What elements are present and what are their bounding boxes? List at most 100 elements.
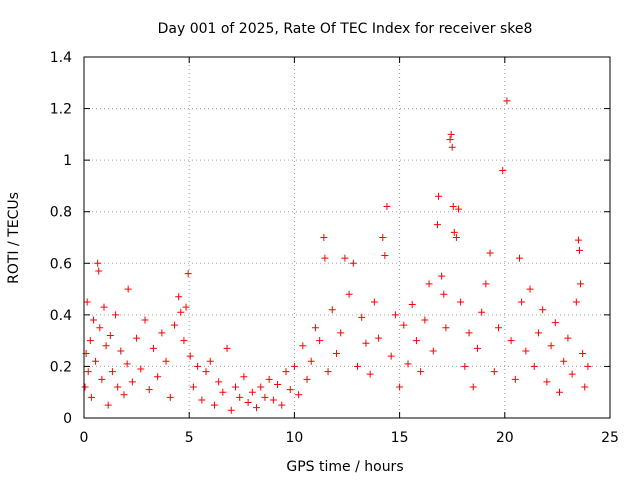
data-point: [370, 298, 378, 306]
data-point: [551, 319, 559, 327]
data-point: [124, 285, 132, 293]
data-point: [92, 357, 100, 365]
data-point: [400, 321, 408, 329]
data-point: [511, 375, 519, 383]
data-point: [534, 329, 542, 337]
data-point: [375, 334, 383, 342]
data-point: [568, 370, 576, 378]
data-point: [189, 383, 197, 391]
data-point: [96, 324, 104, 332]
data-point: [457, 298, 465, 306]
data-point: [184, 270, 192, 278]
data-point: [486, 249, 494, 257]
data-point: [87, 393, 95, 401]
data-point: [244, 399, 252, 407]
data-point: [575, 246, 583, 254]
data-point: [83, 298, 91, 306]
data-point: [539, 306, 547, 314]
data-point: [98, 375, 106, 383]
data-point: [219, 388, 227, 396]
x-tick-label: 25: [601, 430, 619, 446]
data-point: [278, 401, 286, 409]
chart-title: Day 001 of 2025, Rate Of TEC Index for r…: [158, 21, 533, 37]
data-point: [123, 360, 131, 368]
data-point: [556, 388, 564, 396]
data-point: [465, 329, 473, 337]
data-point: [581, 383, 589, 391]
data-point: [547, 342, 555, 350]
data-point: [112, 311, 120, 319]
data-point: [494, 324, 502, 332]
y-tick-label: 0: [63, 411, 72, 427]
data-point: [450, 228, 458, 236]
data-point: [412, 337, 420, 345]
data-point: [170, 321, 178, 329]
x-tick-label: 15: [391, 430, 409, 446]
data-point: [194, 362, 202, 370]
y-tick-label: 1.4: [50, 50, 72, 66]
data-point: [320, 234, 328, 241]
data-point: [248, 388, 256, 396]
data-point: [177, 308, 185, 316]
x-axis-label: GPS time / hours: [286, 459, 403, 475]
data-point: [564, 334, 572, 342]
data-point: [337, 329, 345, 337]
data-point: [162, 357, 170, 365]
data-point: [446, 136, 454, 144]
data-point: [265, 375, 273, 383]
data-point: [133, 334, 141, 342]
data-point: [507, 337, 515, 345]
data-point: [522, 347, 530, 355]
data-point: [316, 337, 324, 345]
data-point: [324, 368, 332, 376]
data-point: [145, 386, 153, 394]
data-point: [345, 290, 353, 298]
data-point: [89, 316, 97, 324]
data-point: [166, 393, 174, 401]
data-point: [452, 234, 460, 241]
data-point: [186, 352, 194, 360]
x-tick-labels: 0 5 10 15 20 25: [80, 430, 619, 446]
data-point: [117, 347, 125, 355]
data-point: [362, 339, 370, 347]
x-tick-label: 5: [185, 430, 194, 446]
y-tick-label: 0.2: [50, 359, 72, 375]
data-point: [503, 97, 511, 105]
data-point: [448, 143, 456, 151]
data-point: [106, 331, 114, 339]
data-point: [303, 375, 311, 383]
y-tick-label: 0.4: [50, 308, 72, 324]
data-point: [215, 378, 223, 386]
data-point: [383, 203, 391, 211]
data-point: [560, 357, 568, 365]
data-point: [114, 383, 122, 391]
y-tick-labels: 0 0.2 0.4 0.6 0.8 1 1.2 1.4: [50, 50, 72, 427]
data-point: [206, 357, 214, 365]
data-point: [95, 267, 103, 275]
data-point: [417, 368, 425, 376]
data-point: [328, 306, 336, 314]
data-point: [349, 259, 357, 267]
data-point: [366, 370, 374, 378]
data-point: [354, 362, 362, 370]
data-point: [253, 404, 261, 412]
data-point: [257, 383, 265, 391]
data-point: [311, 324, 319, 332]
data-point: [180, 337, 188, 345]
data-point: [358, 313, 366, 321]
y-tick-label: 1: [63, 153, 72, 169]
data-point: [584, 362, 592, 370]
x-tick-label: 20: [496, 430, 514, 446]
data-point: [84, 368, 92, 376]
data-point: [579, 350, 587, 358]
data-point: [449, 203, 457, 211]
data-point: [404, 360, 412, 368]
data-point: [438, 272, 446, 280]
axis-ticks: [83, 56, 611, 419]
data-point: [530, 362, 538, 370]
data-point: [478, 308, 486, 316]
data-point: [447, 130, 455, 138]
data-point: [236, 393, 244, 401]
plot-frame: [83, 56, 611, 419]
